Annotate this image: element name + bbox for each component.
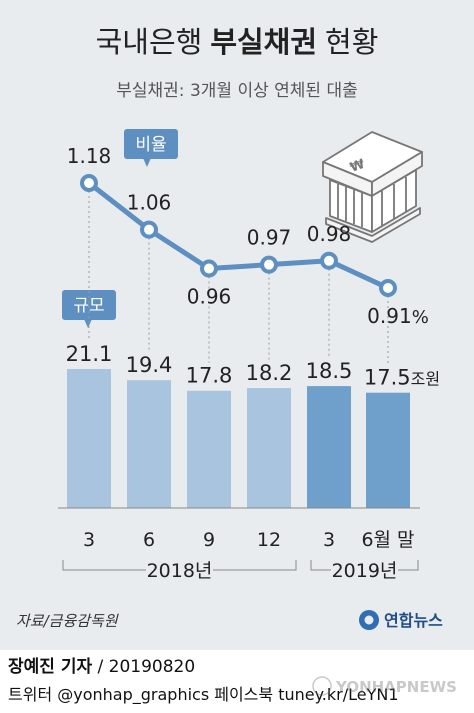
bar-3 — [187, 390, 231, 508]
ratio-value-label: 0.91% — [367, 304, 429, 328]
chart-subtitle: 부실채권: 3개월 이상 연체된 대출 — [116, 81, 357, 101]
ratio-point — [379, 279, 397, 297]
watermark-icon — [312, 676, 332, 696]
bars-layer — [67, 369, 410, 508]
bank-icon: ₩ — [322, 131, 423, 243]
ratio-badge: 비율 — [124, 129, 178, 167]
social-links: 트위터 @yonhap_graphics 페이스북 tuney.kr/LeYN1 — [8, 685, 399, 704]
byline-name: 장예진 기자 — [8, 657, 93, 677]
ratio-value-label: 1.06 — [127, 191, 172, 215]
yonhap-logo: 연합뉴스 — [359, 610, 443, 630]
year-bracket — [310, 560, 419, 571]
title-part-bold: 부실채권 — [210, 25, 317, 59]
ratio-line-layer — [80, 174, 397, 297]
chart-svg: 국내은행 부실채권 현황 부실채권: 3개월 이상 연체된 대출 ₩ 비율 — [16, 25, 443, 630]
size-value-label: 18.2 — [246, 361, 293, 385]
ratio-point — [260, 255, 278, 274]
size-value-label: 17.8 — [186, 364, 233, 388]
byline: 장예진 기자 / 20190820 — [8, 652, 195, 677]
ratio-point — [80, 174, 98, 192]
value-labels: 1.18 1.06 0.96 0.97 0.98 0.91% 21.1 19.4 17.8 18.… — [66, 144, 440, 390]
chart-title: 국내은행 부실채권 현황 — [96, 25, 379, 59]
ratio-value-label: 0.96 — [187, 285, 232, 309]
x-tick-label: 9 — [203, 529, 215, 551]
bar-4 — [247, 388, 291, 508]
x-tick-label: 6 — [143, 529, 155, 551]
x-axis: 3 6 9 12 3 6월 말 2018년 2019년 — [58, 507, 420, 582]
ratio-value-label: 0.98 — [307, 222, 352, 246]
title-part-1: 국내은행 — [96, 25, 203, 59]
year-group-label: 2018년 — [147, 560, 213, 582]
x-tick-label: 6월 말 — [361, 529, 414, 551]
byline-date: / 20190820 — [97, 657, 196, 677]
x-tick-label: 3 — [323, 529, 335, 551]
ratio-badge-label: 비율 — [135, 135, 166, 155]
bar-5 — [307, 386, 351, 508]
svg-text:₩: ₩ — [348, 157, 367, 176]
ratio-value-label: 0.97 — [247, 226, 292, 250]
x-tick-label: 3 — [83, 529, 95, 551]
ratio-value-label: 1.18 — [67, 144, 112, 168]
source-label: 자료/금융감독원 — [16, 612, 119, 630]
ratio-point — [200, 259, 218, 278]
size-value-label: 17.5조원 — [364, 366, 440, 390]
yonhap-logo-text: 연합뉴스 — [384, 611, 443, 630]
size-value-label: 18.5 — [306, 359, 353, 383]
watermark-text: YONHAPNEWS — [335, 678, 457, 696]
chart-panel — [0, 0, 474, 650]
size-value-label: 19.4 — [126, 353, 173, 377]
bar-1 — [67, 369, 111, 508]
year-group-label: 2019년 — [332, 560, 398, 582]
watermark: YONHAPNEWS — [312, 676, 457, 696]
guide-lines — [88, 191, 389, 365]
ratio-point — [320, 251, 338, 270]
size-badge: 규모 — [62, 290, 116, 328]
year-bracket — [62, 560, 297, 571]
size-value-label: 21.1 — [66, 342, 113, 366]
ratio-point — [140, 220, 158, 239]
ratio-line — [86, 180, 391, 291]
title-part-2: 현황 — [325, 25, 378, 59]
bar-2 — [127, 380, 171, 508]
bar-6 — [366, 392, 410, 508]
x-tick-label: 12 — [257, 529, 281, 551]
